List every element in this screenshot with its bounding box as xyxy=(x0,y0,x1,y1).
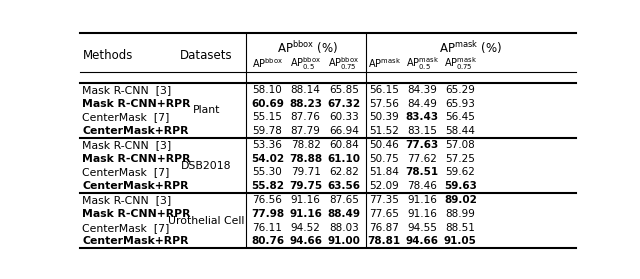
Text: Plant: Plant xyxy=(193,105,220,116)
Text: AP$^{\rm bbox}_{0.5}$: AP$^{\rm bbox}_{0.5}$ xyxy=(290,55,321,72)
Text: 91.05: 91.05 xyxy=(444,236,477,246)
Text: CenterMask  [7]: CenterMask [7] xyxy=(83,223,170,233)
Text: 88.14: 88.14 xyxy=(291,85,321,95)
Text: 78.81: 78.81 xyxy=(367,236,401,246)
Text: AP$^{\rm mask}$: AP$^{\rm mask}$ xyxy=(367,57,401,71)
Text: 51.84: 51.84 xyxy=(369,167,399,177)
Text: DSB2018: DSB2018 xyxy=(181,161,232,170)
Text: 87.65: 87.65 xyxy=(329,195,359,205)
Text: 78.51: 78.51 xyxy=(406,167,439,177)
Text: 65.85: 65.85 xyxy=(329,85,359,95)
Text: 55.15: 55.15 xyxy=(253,112,282,122)
Text: 77.35: 77.35 xyxy=(369,195,399,205)
Text: 91.16: 91.16 xyxy=(289,209,322,219)
Text: 51.52: 51.52 xyxy=(369,126,399,136)
Text: 65.93: 65.93 xyxy=(445,98,476,109)
Text: 63.56: 63.56 xyxy=(328,181,360,191)
Text: 84.49: 84.49 xyxy=(407,98,437,109)
Text: 78.82: 78.82 xyxy=(291,140,321,150)
Text: 91.16: 91.16 xyxy=(407,209,437,219)
Text: 60.69: 60.69 xyxy=(251,98,284,109)
Text: 84.39: 84.39 xyxy=(407,85,437,95)
Text: 79.71: 79.71 xyxy=(291,167,321,177)
Text: 94.52: 94.52 xyxy=(291,223,321,233)
Text: 94.66: 94.66 xyxy=(289,236,322,246)
Text: 77.63: 77.63 xyxy=(406,140,439,150)
Text: 59.78: 59.78 xyxy=(253,126,282,136)
Text: CenterMask  [7]: CenterMask [7] xyxy=(83,167,170,177)
Text: 89.02: 89.02 xyxy=(444,195,477,205)
Text: 80.76: 80.76 xyxy=(251,236,284,246)
Text: 76.56: 76.56 xyxy=(253,195,282,205)
Text: 53.36: 53.36 xyxy=(253,140,282,150)
Text: 88.23: 88.23 xyxy=(289,98,322,109)
Text: CenterMask  [7]: CenterMask [7] xyxy=(83,112,170,122)
Text: 56.45: 56.45 xyxy=(445,112,476,122)
Text: 60.33: 60.33 xyxy=(329,112,359,122)
Text: Datasets: Datasets xyxy=(180,49,233,62)
Text: 91.16: 91.16 xyxy=(407,195,437,205)
Text: Urothelial Cell: Urothelial Cell xyxy=(168,216,244,226)
Text: Mask R-CNN+RPR: Mask R-CNN+RPR xyxy=(83,209,191,219)
Text: 62.82: 62.82 xyxy=(329,167,359,177)
Text: 88.03: 88.03 xyxy=(329,223,359,233)
Text: 54.02: 54.02 xyxy=(251,154,284,164)
Text: 55.30: 55.30 xyxy=(253,167,282,177)
Text: 91.16: 91.16 xyxy=(291,195,321,205)
Text: AP$^{\rm mask}_{0.75}$: AP$^{\rm mask}_{0.75}$ xyxy=(444,55,477,72)
Text: CenterMask+RPR: CenterMask+RPR xyxy=(83,236,189,246)
Text: Methods: Methods xyxy=(83,49,133,62)
Text: 58.10: 58.10 xyxy=(253,85,282,95)
Text: 78.46: 78.46 xyxy=(407,181,437,191)
Text: AP$^{\rm bbox}$: AP$^{\rm bbox}$ xyxy=(252,57,283,71)
Text: 60.84: 60.84 xyxy=(329,140,359,150)
Text: 55.82: 55.82 xyxy=(251,181,284,191)
Text: 50.75: 50.75 xyxy=(369,154,399,164)
Text: 87.79: 87.79 xyxy=(291,126,321,136)
Text: 94.55: 94.55 xyxy=(407,223,437,233)
Text: AP$^{\rm bbox}_{0.75}$: AP$^{\rm bbox}_{0.75}$ xyxy=(328,55,360,72)
Text: 61.10: 61.10 xyxy=(328,154,360,164)
Text: 88.49: 88.49 xyxy=(328,209,360,219)
Text: AP$^{\rm mask}$ (%): AP$^{\rm mask}$ (%) xyxy=(440,39,502,56)
Text: CenterMask+RPR: CenterMask+RPR xyxy=(83,181,189,191)
Text: 65.29: 65.29 xyxy=(445,85,476,95)
Text: Mask R-CNN  [3]: Mask R-CNN [3] xyxy=(83,85,172,95)
Text: 78.88: 78.88 xyxy=(289,154,323,164)
Text: 87.76: 87.76 xyxy=(291,112,321,122)
Text: 58.44: 58.44 xyxy=(445,126,476,136)
Text: 77.62: 77.62 xyxy=(407,154,437,164)
Text: 79.75: 79.75 xyxy=(289,181,323,191)
Text: 94.66: 94.66 xyxy=(406,236,439,246)
Text: 67.32: 67.32 xyxy=(327,98,360,109)
Text: 77.65: 77.65 xyxy=(369,209,399,219)
Text: CenterMask+RPR: CenterMask+RPR xyxy=(83,126,189,136)
Text: Mask R-CNN+RPR: Mask R-CNN+RPR xyxy=(83,98,191,109)
Text: 77.98: 77.98 xyxy=(251,209,284,219)
Text: 57.08: 57.08 xyxy=(445,140,476,150)
Text: 83.43: 83.43 xyxy=(406,112,439,122)
Text: 57.25: 57.25 xyxy=(445,154,476,164)
Text: 91.00: 91.00 xyxy=(328,236,360,246)
Text: AP$^{\rm mask}_{0.5}$: AP$^{\rm mask}_{0.5}$ xyxy=(406,55,439,72)
Text: 57.56: 57.56 xyxy=(369,98,399,109)
Text: 59.63: 59.63 xyxy=(444,181,477,191)
Text: 59.62: 59.62 xyxy=(445,167,476,177)
Text: 83.15: 83.15 xyxy=(407,126,437,136)
Text: Mask R-CNN  [3]: Mask R-CNN [3] xyxy=(83,140,172,150)
Text: 66.94: 66.94 xyxy=(329,126,359,136)
Text: 76.87: 76.87 xyxy=(369,223,399,233)
Text: 50.46: 50.46 xyxy=(369,140,399,150)
Text: 76.11: 76.11 xyxy=(253,223,282,233)
Text: 56.15: 56.15 xyxy=(369,85,399,95)
Text: 50.39: 50.39 xyxy=(369,112,399,122)
Text: 88.51: 88.51 xyxy=(445,223,476,233)
Text: 88.99: 88.99 xyxy=(445,209,476,219)
Text: 52.09: 52.09 xyxy=(369,181,399,191)
Text: Mask R-CNN+RPR: Mask R-CNN+RPR xyxy=(83,154,191,164)
Text: AP$^{\rm bbox}$ (%): AP$^{\rm bbox}$ (%) xyxy=(276,39,338,56)
Text: Mask R-CNN  [3]: Mask R-CNN [3] xyxy=(83,195,172,205)
